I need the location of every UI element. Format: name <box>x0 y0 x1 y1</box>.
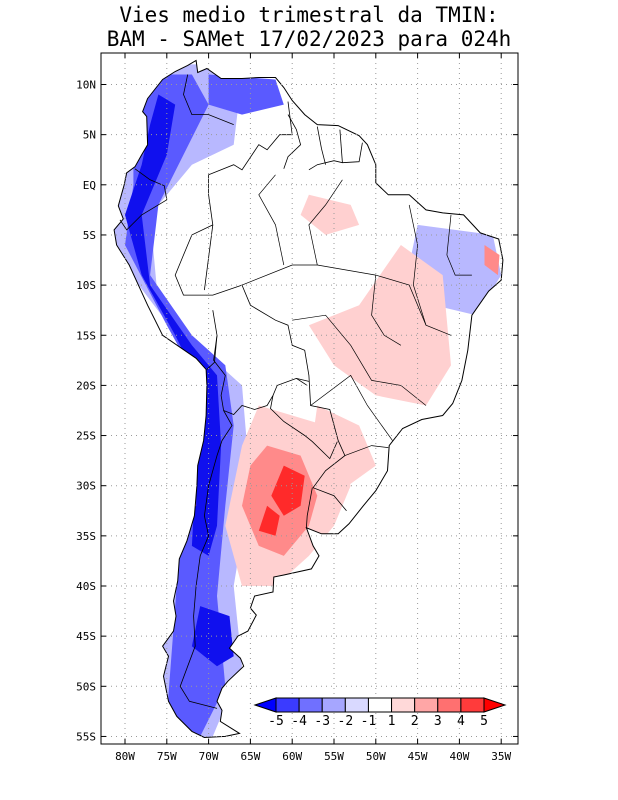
colorbar-label: -2 <box>338 714 354 729</box>
latitude-axis: 10N 5N EQ 5S 10S 15S 20S 25S 30S 35S 40S 45S 50S 55S <box>76 79 518 743</box>
bias-region <box>300 194 360 235</box>
bias-region <box>191 606 234 667</box>
lon-tick-label: 35W <box>491 750 511 763</box>
lat-tick-label: 25S <box>76 430 96 443</box>
lat-tick-label: 15S <box>76 329 96 342</box>
state-border <box>344 445 389 456</box>
colorbar-label: 3 <box>434 714 442 729</box>
colorbar-bin <box>367 697 393 713</box>
colorbar-label: -3 <box>314 714 330 729</box>
lon-tick-label: 65W <box>240 750 260 763</box>
lon-tick-label: 75W <box>157 750 177 763</box>
lat-tick-label: 50S <box>76 680 96 693</box>
country-border <box>179 410 233 709</box>
state-border <box>446 214 472 276</box>
lat-tick-label: 35S <box>76 530 96 543</box>
state-border <box>371 275 402 346</box>
colorbar-arrow-high <box>483 697 507 713</box>
state-border <box>308 179 343 266</box>
lat-tick-label: 40S <box>76 580 96 593</box>
colorbar-label: -5 <box>268 714 284 729</box>
bias-region <box>125 94 222 556</box>
country-border <box>339 129 343 163</box>
bias-region <box>258 505 280 536</box>
bias-region <box>484 245 500 276</box>
state-border <box>258 174 285 266</box>
lon-tick-label: 55W <box>324 750 344 763</box>
colorbar-label: 5 <box>480 714 488 729</box>
lat-tick-label: 5S <box>83 229 96 242</box>
lat-tick-label: 10N <box>76 79 96 92</box>
country-border <box>204 224 214 291</box>
state-border <box>408 204 427 326</box>
colorbar-bin <box>321 697 346 713</box>
country-border <box>206 310 218 370</box>
title-line-1: Vies medio trimestral da TMIN: <box>119 3 498 27</box>
colorbar-bin <box>414 697 439 713</box>
bias-region <box>208 74 284 115</box>
state-border <box>292 314 427 406</box>
country-border <box>270 395 338 460</box>
lon-tick-label: 70W <box>199 750 219 763</box>
country-border <box>306 487 313 528</box>
lon-tick-label: 40W <box>449 750 469 763</box>
gridlines <box>101 53 518 744</box>
lon-tick-label: 45W <box>408 750 428 763</box>
plot-frame <box>100 52 519 745</box>
country-border <box>119 168 168 231</box>
bias-region <box>125 74 234 737</box>
country-border <box>283 114 302 169</box>
country-border <box>213 335 309 415</box>
colorbar-label: 4 <box>457 714 465 729</box>
colorbar-label: 1 <box>388 714 396 729</box>
lon-tick-label: 60W <box>282 750 302 763</box>
lat-tick-label: 45S <box>76 630 96 643</box>
colorbar-bin <box>460 697 485 713</box>
colorbar-label: 2 <box>411 714 419 729</box>
country-borders <box>119 74 472 709</box>
lat-tick-label: 10S <box>76 279 96 292</box>
longitude-axis: 80W 75W 70W 65W 60W 55W 50W 45W 40W 35W <box>115 53 512 763</box>
country-border <box>174 101 347 512</box>
country-border <box>316 126 326 165</box>
state-border <box>310 374 393 441</box>
colorbar-bin <box>275 697 300 713</box>
country-border <box>183 74 234 125</box>
lon-tick-label: 50W <box>366 750 386 763</box>
colorbar-bin <box>437 697 462 713</box>
country-border <box>308 142 363 171</box>
bias-region <box>271 465 305 516</box>
bias-region <box>308 245 451 406</box>
coastline <box>113 59 504 739</box>
country-border <box>296 378 308 386</box>
lon-tick-label: 80W <box>115 750 135 763</box>
lat-tick-label: 20S <box>76 379 96 392</box>
lat-tick-label: 30S <box>76 480 96 493</box>
colorbar-bin <box>391 697 416 713</box>
colorbar-bin <box>298 697 323 713</box>
title-line-2: BAM - SAMet 17/02/2023 para 024h <box>107 27 512 51</box>
lat-tick-label: 55S <box>76 730 96 743</box>
colorbar: -5 -4 -3 -2 -1 1 2 3 4 5 <box>253 697 507 729</box>
colorbar-bin <box>344 697 369 713</box>
lat-tick-label: 5N <box>83 129 96 142</box>
colorbar-label: -4 <box>291 714 307 729</box>
colorbar-label: -1 <box>361 714 377 729</box>
lat-tick-label: EQ <box>83 179 96 192</box>
